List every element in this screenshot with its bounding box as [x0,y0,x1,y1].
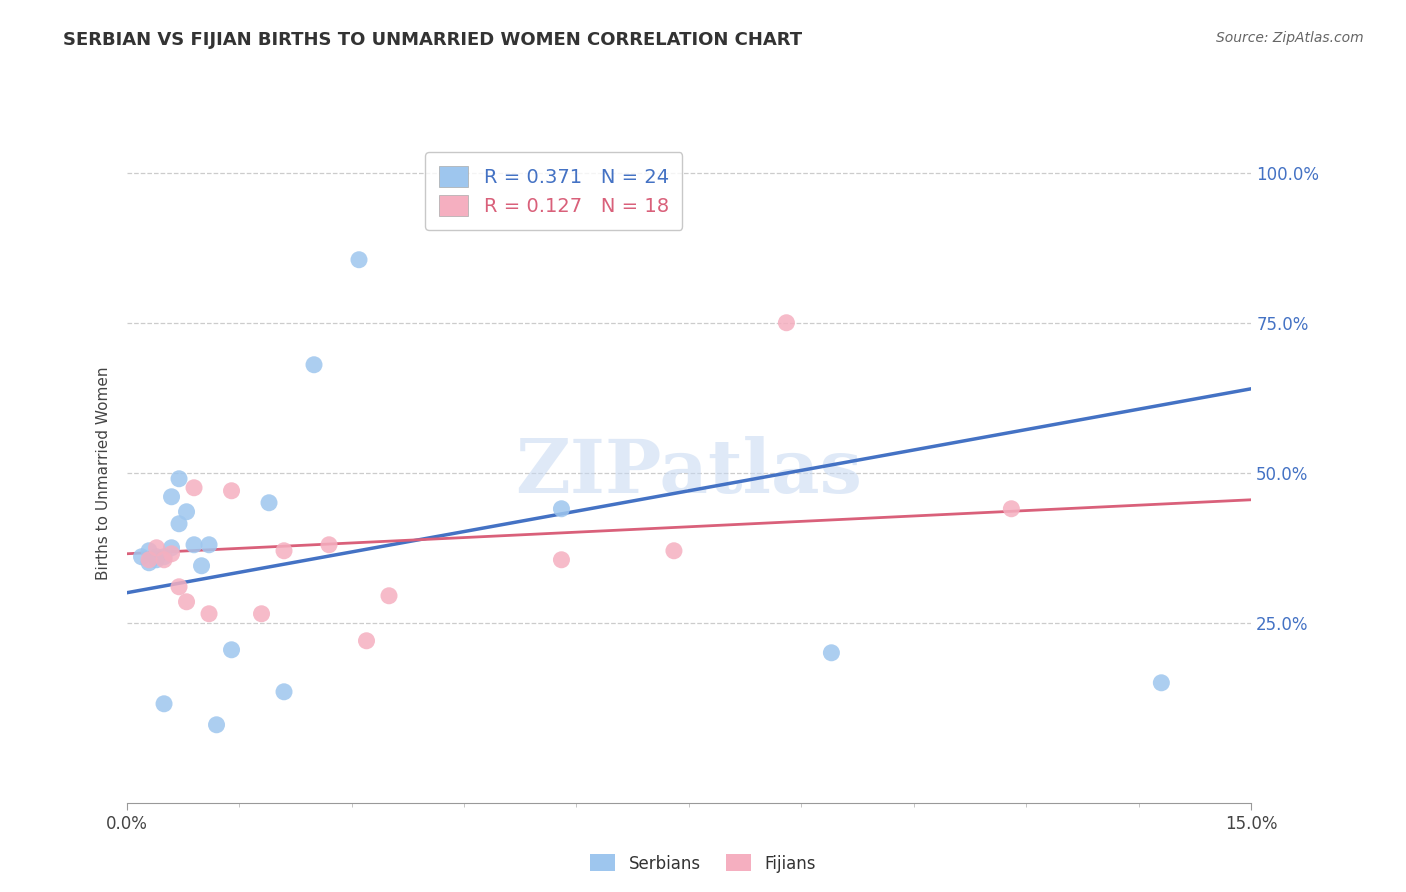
Point [250,607,273,621]
Text: Source: ZipAtlas.com: Source: ZipAtlas.com [1216,31,1364,45]
Point [176,595,198,609]
Point [138,553,160,567]
Point [160,541,183,555]
Point [138,556,160,570]
Point [183,538,205,552]
Y-axis label: Births to Unmarried Women: Births to Unmarried Women [96,366,111,580]
Point [131,549,153,564]
Point [347,252,370,267]
Point [198,538,221,552]
Point [273,685,295,699]
Point [145,553,167,567]
Point [550,501,572,516]
Point [205,718,228,732]
Point [820,646,842,660]
Point [1000,501,1022,516]
Point [378,589,401,603]
Point [257,496,280,510]
Point [167,516,190,531]
Point [167,472,190,486]
Legend: R = 0.371   N = 24, R = 0.127   N = 18: R = 0.371 N = 24, R = 0.127 N = 18 [426,153,682,230]
Point [160,547,183,561]
Point [153,553,176,567]
Point [176,505,198,519]
Point [138,543,160,558]
Point [1150,675,1173,690]
Text: ZIPatlas: ZIPatlas [516,436,862,509]
Point [302,358,325,372]
Point [318,538,340,552]
Point [775,316,797,330]
Point [221,483,243,498]
Point [221,642,243,657]
Point [273,543,295,558]
Text: SERBIAN VS FIJIAN BIRTHS TO UNMARRIED WOMEN CORRELATION CHART: SERBIAN VS FIJIAN BIRTHS TO UNMARRIED WO… [63,31,803,49]
Point [153,549,176,564]
Point [190,558,212,573]
Point [145,541,167,555]
Point [198,607,221,621]
Point [183,481,205,495]
Point [145,549,167,564]
Legend: Serbians, Fijians: Serbians, Fijians [583,847,823,880]
Point [167,580,190,594]
Point [662,543,685,558]
Point [356,633,378,648]
Point [153,697,176,711]
Point [160,490,183,504]
Point [550,553,572,567]
